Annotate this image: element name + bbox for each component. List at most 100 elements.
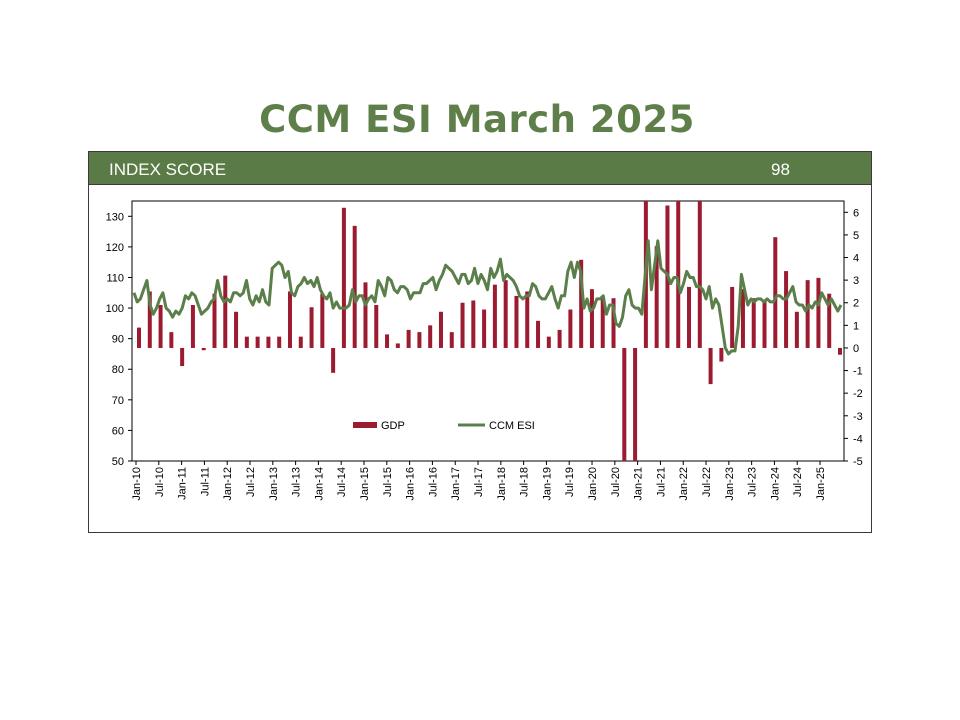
index-score-value: 98 (771, 160, 790, 179)
legend-gdp-label: GDP (381, 420, 405, 432)
gdp-bar (676, 201, 681, 348)
x-axis-tick-label: Jul-15 (382, 467, 394, 497)
gdp-bar (158, 305, 163, 348)
right-axis-tick-label: -5 (853, 456, 863, 468)
gdp-bar (816, 277, 821, 348)
gdp-bar (740, 289, 745, 348)
right-axis-tick-label: -4 (853, 433, 863, 445)
gdp-bar (298, 336, 303, 348)
gdp-bar (147, 291, 152, 348)
x-axis-tick-label: Jul-17 (473, 467, 485, 497)
gdp-bar (438, 311, 443, 348)
x-axis-tick-label: Jan-18 (496, 467, 508, 501)
gdp-bar (244, 336, 249, 348)
gdp-bar (546, 336, 551, 348)
x-axis-tick-label: Jul-13 (291, 467, 303, 497)
gdp-bar (406, 329, 411, 348)
x-axis-tick-label: Jan-19 (541, 467, 553, 501)
x-axis-tick-label: Jul-14 (336, 467, 348, 497)
gdp-bar (471, 300, 476, 348)
gdp-bar (751, 298, 756, 348)
x-axis-tick-label: Jul-21 (655, 467, 667, 497)
x-axis-tick-label: Jan-24 (769, 467, 781, 501)
gdp-bar (201, 347, 206, 351)
x-axis-tick-label: Jan-14 (313, 467, 325, 501)
gdp-bar (611, 298, 616, 348)
gdp-bar (352, 225, 357, 348)
gdp-bar (492, 284, 497, 348)
gdp-bar (762, 300, 767, 348)
right-axis-tick-label: 2 (853, 298, 859, 310)
x-axis-tick-label: Jan-12 (222, 467, 234, 501)
gdp-bar (654, 246, 659, 348)
chart-panel: INDEX SCORE 98 50 60 70 80 90 100 110 120 130 -5-… (88, 151, 872, 533)
right-axis-tick-label: 1 (853, 320, 859, 332)
gdp-bar (417, 332, 422, 348)
gdp-bar (503, 280, 508, 348)
gdp-bar (730, 286, 735, 348)
x-axis-tick-label: Jan-11 (177, 467, 189, 500)
index-score-banner: INDEX SCORE 98 (89, 152, 871, 185)
gdp-bar (341, 207, 346, 348)
gdp-bar (428, 325, 433, 348)
gdp-esi-chart: 50 60 70 80 90 100 110 120 130 -5 -4 -3 -2 -1 0 1 2 3 4 5 6 J… (106, 200, 863, 501)
gdp-bar (514, 295, 519, 348)
index-score-label: INDEX SCORE (109, 160, 227, 179)
gdp-bar (579, 259, 584, 348)
gdp-bar (687, 286, 692, 348)
x-axis-tick-label: Jan-13 (268, 467, 280, 501)
gdp-bar (255, 336, 260, 348)
gdp-bar (309, 307, 314, 348)
left-axis-tick-label: 110 (106, 272, 124, 284)
gdp-bar (320, 293, 325, 348)
left-axis-tick-label: 120 (106, 242, 124, 254)
gdp-bar (180, 347, 185, 367)
gdp-bar (525, 291, 530, 348)
right-axis-tick-label: 3 (853, 275, 859, 287)
gdp-bar (395, 343, 400, 348)
gdp-bar (600, 295, 605, 348)
x-axis-tick-label: Jan-17 (450, 467, 462, 501)
gdp-bar (622, 347, 627, 461)
right-axis-tick-label: 6 (853, 207, 859, 219)
gdp-bar (827, 293, 832, 348)
gdp-bar (773, 237, 778, 348)
x-axis-tick-label: Jan-22 (678, 467, 690, 501)
left-axis-tick-label: 90 (112, 334, 124, 346)
x-axis-tick-label: Jul-20 (610, 467, 622, 497)
gdp-bar (223, 275, 228, 348)
x-axis-tick-label: Jan-25 (815, 467, 827, 501)
left-axis-tick-label: 130 (106, 211, 124, 223)
right-axis-tick-label: -1 (853, 366, 863, 378)
x-axis-tick-label: Jan-23 (724, 467, 736, 501)
right-axis-tick-label: -2 (853, 388, 863, 400)
ccm-esi-line (132, 239, 843, 356)
x-axis-tick-label: Jan-16 (405, 467, 417, 501)
gdp-bar (234, 311, 239, 348)
gdp-bar (385, 334, 390, 348)
gdp-bar (794, 311, 799, 348)
gdp-bar (633, 347, 638, 461)
x-axis-tick-label: Jul-24 (792, 467, 804, 497)
gdp-bar (374, 305, 379, 348)
page-title: CCM ESI March 2025 (259, 98, 695, 141)
gdp-bar (287, 291, 292, 348)
x-axis-tick-label: Jan-20 (587, 467, 599, 501)
gdp-bar (449, 332, 454, 348)
gdp-bar (568, 309, 573, 348)
gdp-bar (460, 302, 465, 348)
legend-gdp-swatch (353, 422, 377, 428)
gdp-bar (363, 282, 368, 348)
gdp-bar (331, 347, 336, 373)
x-axis-tick-label: Jan-15 (359, 467, 371, 501)
gdp-bar (169, 332, 174, 348)
x-axis-tick-label: Jul-16 (427, 467, 439, 497)
left-axis-tick-label: 50 (112, 456, 124, 468)
gdp-bar (805, 280, 810, 348)
right-axis-tick-label: 4 (853, 253, 859, 265)
left-axis-tick-label: 60 (112, 425, 124, 437)
x-axis-tick-label: Jan-21 (633, 467, 645, 501)
gdp-bar (536, 320, 541, 348)
gdp-bar (589, 289, 594, 348)
x-axis-tick-label: Jul-22 (701, 467, 713, 497)
